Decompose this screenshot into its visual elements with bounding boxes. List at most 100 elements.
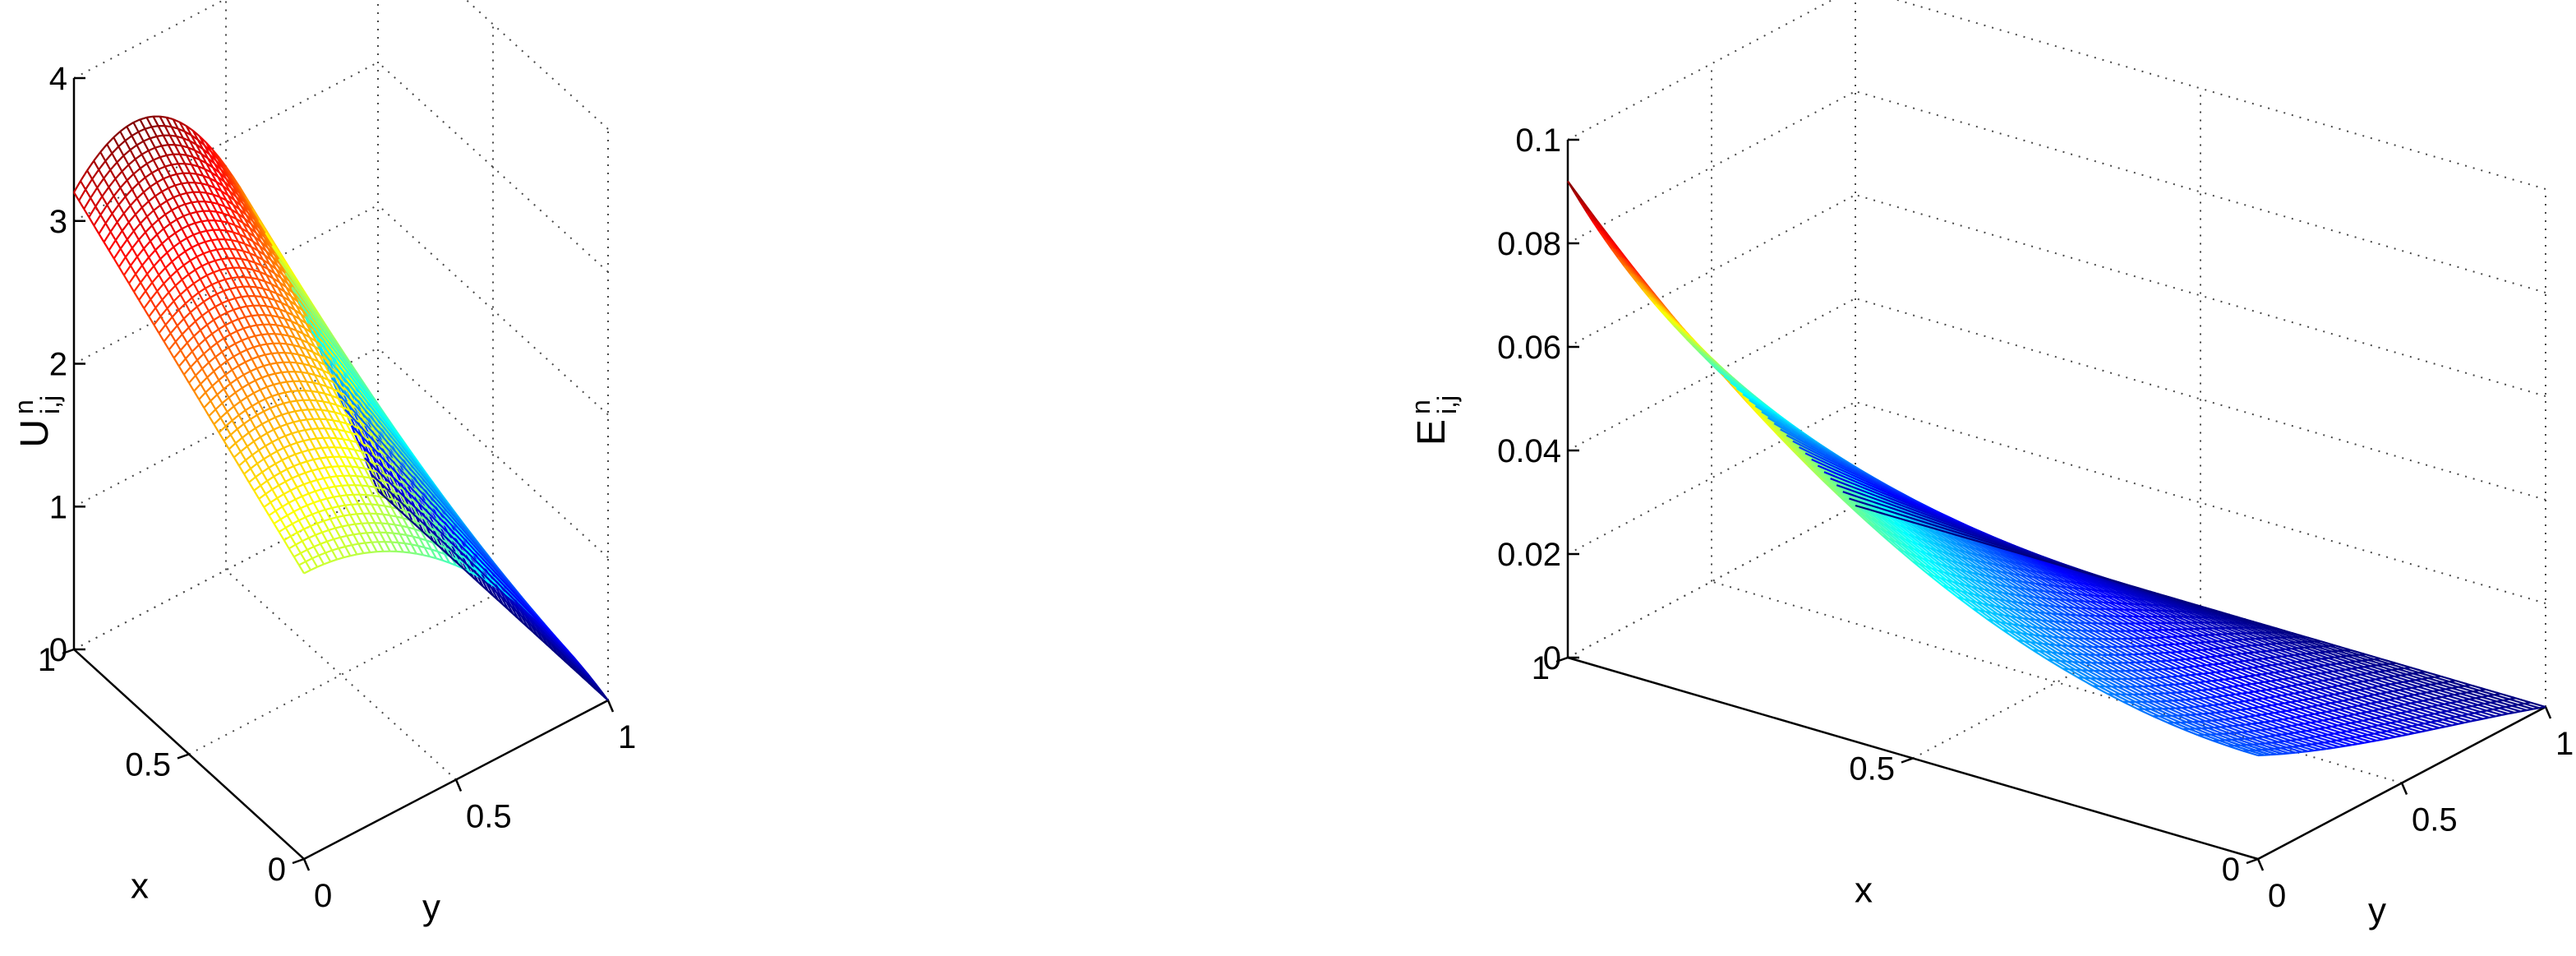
surface-mesh-line bbox=[191, 201, 199, 204]
surface-mesh-line bbox=[301, 540, 308, 551]
surface-mesh-line bbox=[292, 520, 300, 525]
surface-mesh-line bbox=[357, 381, 365, 390]
surface-mesh-line bbox=[233, 400, 242, 408]
surface-mesh-line bbox=[432, 487, 440, 496]
surface-mesh-line bbox=[316, 437, 323, 449]
surface-mesh-line bbox=[283, 400, 291, 404]
surface-mesh-line bbox=[284, 527, 292, 537]
surface-mesh-line bbox=[284, 272, 292, 281]
surface-mesh-line bbox=[364, 503, 371, 515]
surface-mesh-line bbox=[319, 383, 326, 395]
surface-mesh-line bbox=[219, 360, 228, 367]
surface-mesh-line bbox=[184, 297, 193, 305]
surface-mesh-line bbox=[233, 199, 241, 210]
surface-mesh-line bbox=[329, 476, 336, 487]
surface-mesh-line bbox=[583, 672, 591, 679]
surface-mesh-line bbox=[263, 458, 270, 469]
surface-mesh-line bbox=[288, 362, 296, 372]
surface-mesh-line bbox=[207, 310, 214, 321]
surface-mesh-line bbox=[186, 155, 192, 165]
surface-mesh-line bbox=[544, 633, 551, 640]
surface-mesh-line bbox=[104, 160, 112, 171]
surface-mesh-line bbox=[333, 538, 340, 549]
surface-mesh-line bbox=[326, 538, 334, 543]
surface-mesh-line bbox=[293, 309, 301, 320]
surface-mesh-line bbox=[419, 475, 426, 483]
surface-mesh-line bbox=[258, 398, 266, 404]
surface-mesh-line bbox=[221, 396, 230, 404]
surface-mesh-line bbox=[347, 484, 354, 496]
surface-mesh-line bbox=[461, 528, 468, 535]
surface-mesh-line bbox=[582, 677, 589, 683]
surface-mesh-line bbox=[290, 486, 297, 492]
surface-mesh-line bbox=[143, 247, 150, 258]
surface-mesh-line bbox=[340, 413, 348, 424]
surface-mesh-line bbox=[526, 608, 532, 615]
surface-mesh-line bbox=[439, 499, 446, 506]
surface-mesh-line bbox=[132, 118, 141, 124]
surface-mesh-line bbox=[200, 315, 208, 326]
surface-mesh-line bbox=[527, 626, 534, 633]
surface-mesh-line bbox=[86, 169, 94, 180]
surface-mesh-line bbox=[181, 182, 188, 194]
surface-mesh-line bbox=[245, 358, 252, 363]
surface-mesh-line bbox=[390, 492, 398, 499]
surface-mesh-line bbox=[150, 290, 159, 300]
surface-mesh-line bbox=[173, 357, 180, 367]
surface-mesh-line bbox=[322, 400, 329, 412]
surface-mesh-line bbox=[191, 351, 198, 361]
surface-mesh-line bbox=[495, 576, 503, 584]
surface-mesh-line bbox=[306, 505, 313, 515]
surface-mesh-line bbox=[227, 257, 234, 269]
surface-mesh-line bbox=[424, 473, 431, 481]
surface-mesh-line bbox=[368, 446, 376, 457]
surface-mesh-line bbox=[424, 496, 431, 503]
surface-mesh-line bbox=[484, 561, 491, 568]
surface-mesh-line bbox=[239, 450, 247, 461]
surface-mesh-line bbox=[537, 623, 544, 630]
surface-mesh-line bbox=[166, 200, 173, 211]
surface-mesh-line bbox=[182, 374, 190, 384]
surface-mesh-line bbox=[168, 135, 176, 145]
surface-mesh-line bbox=[319, 457, 326, 469]
surface-mesh-line bbox=[142, 141, 150, 151]
surface-mesh-line bbox=[486, 566, 493, 574]
y-axis-label: y bbox=[422, 888, 440, 928]
surface-mesh-line bbox=[177, 250, 187, 257]
surface-mesh-line bbox=[169, 219, 177, 225]
surface-mesh-line bbox=[390, 541, 398, 552]
surface-mesh-line bbox=[361, 523, 368, 533]
surface-mesh-line bbox=[260, 343, 267, 347]
surface-mesh-line bbox=[83, 208, 90, 218]
surface-mesh-line bbox=[288, 327, 296, 339]
surface-mesh-line bbox=[495, 568, 503, 575]
surface-mesh-line bbox=[240, 258, 247, 270]
surface-mesh-line bbox=[384, 505, 391, 516]
surface-mesh-line bbox=[276, 252, 283, 261]
surface-mesh-line bbox=[422, 531, 429, 538]
surface-mesh-line bbox=[494, 571, 501, 579]
surface-mesh-line bbox=[468, 552, 474, 559]
surface-mesh-line bbox=[145, 172, 153, 178]
z-label-superscript: n bbox=[9, 399, 39, 414]
surface-mesh-line bbox=[184, 251, 191, 261]
surface-mesh-line bbox=[166, 196, 174, 202]
surface-mesh-line bbox=[292, 344, 299, 355]
surface-mesh-line bbox=[385, 420, 391, 429]
surface-mesh-line bbox=[283, 352, 291, 363]
surface-mesh-line bbox=[442, 500, 449, 508]
surface-mesh-line bbox=[303, 569, 311, 575]
surface-mesh-line bbox=[411, 487, 417, 495]
surface-mesh-line bbox=[288, 543, 297, 550]
surface-mesh-line bbox=[154, 195, 161, 206]
surface-mesh-line bbox=[385, 441, 393, 448]
surface-mesh-line bbox=[260, 386, 268, 391]
surface-mesh-line bbox=[228, 299, 235, 311]
surface-mesh-line bbox=[158, 165, 166, 171]
surface-mesh-line bbox=[446, 521, 454, 531]
surface-mesh-line bbox=[431, 530, 437, 537]
surface-mesh-line bbox=[164, 214, 172, 224]
surface-mesh-line bbox=[203, 347, 211, 355]
surface-mesh-line bbox=[421, 498, 427, 506]
surface-mesh-line bbox=[369, 513, 376, 524]
